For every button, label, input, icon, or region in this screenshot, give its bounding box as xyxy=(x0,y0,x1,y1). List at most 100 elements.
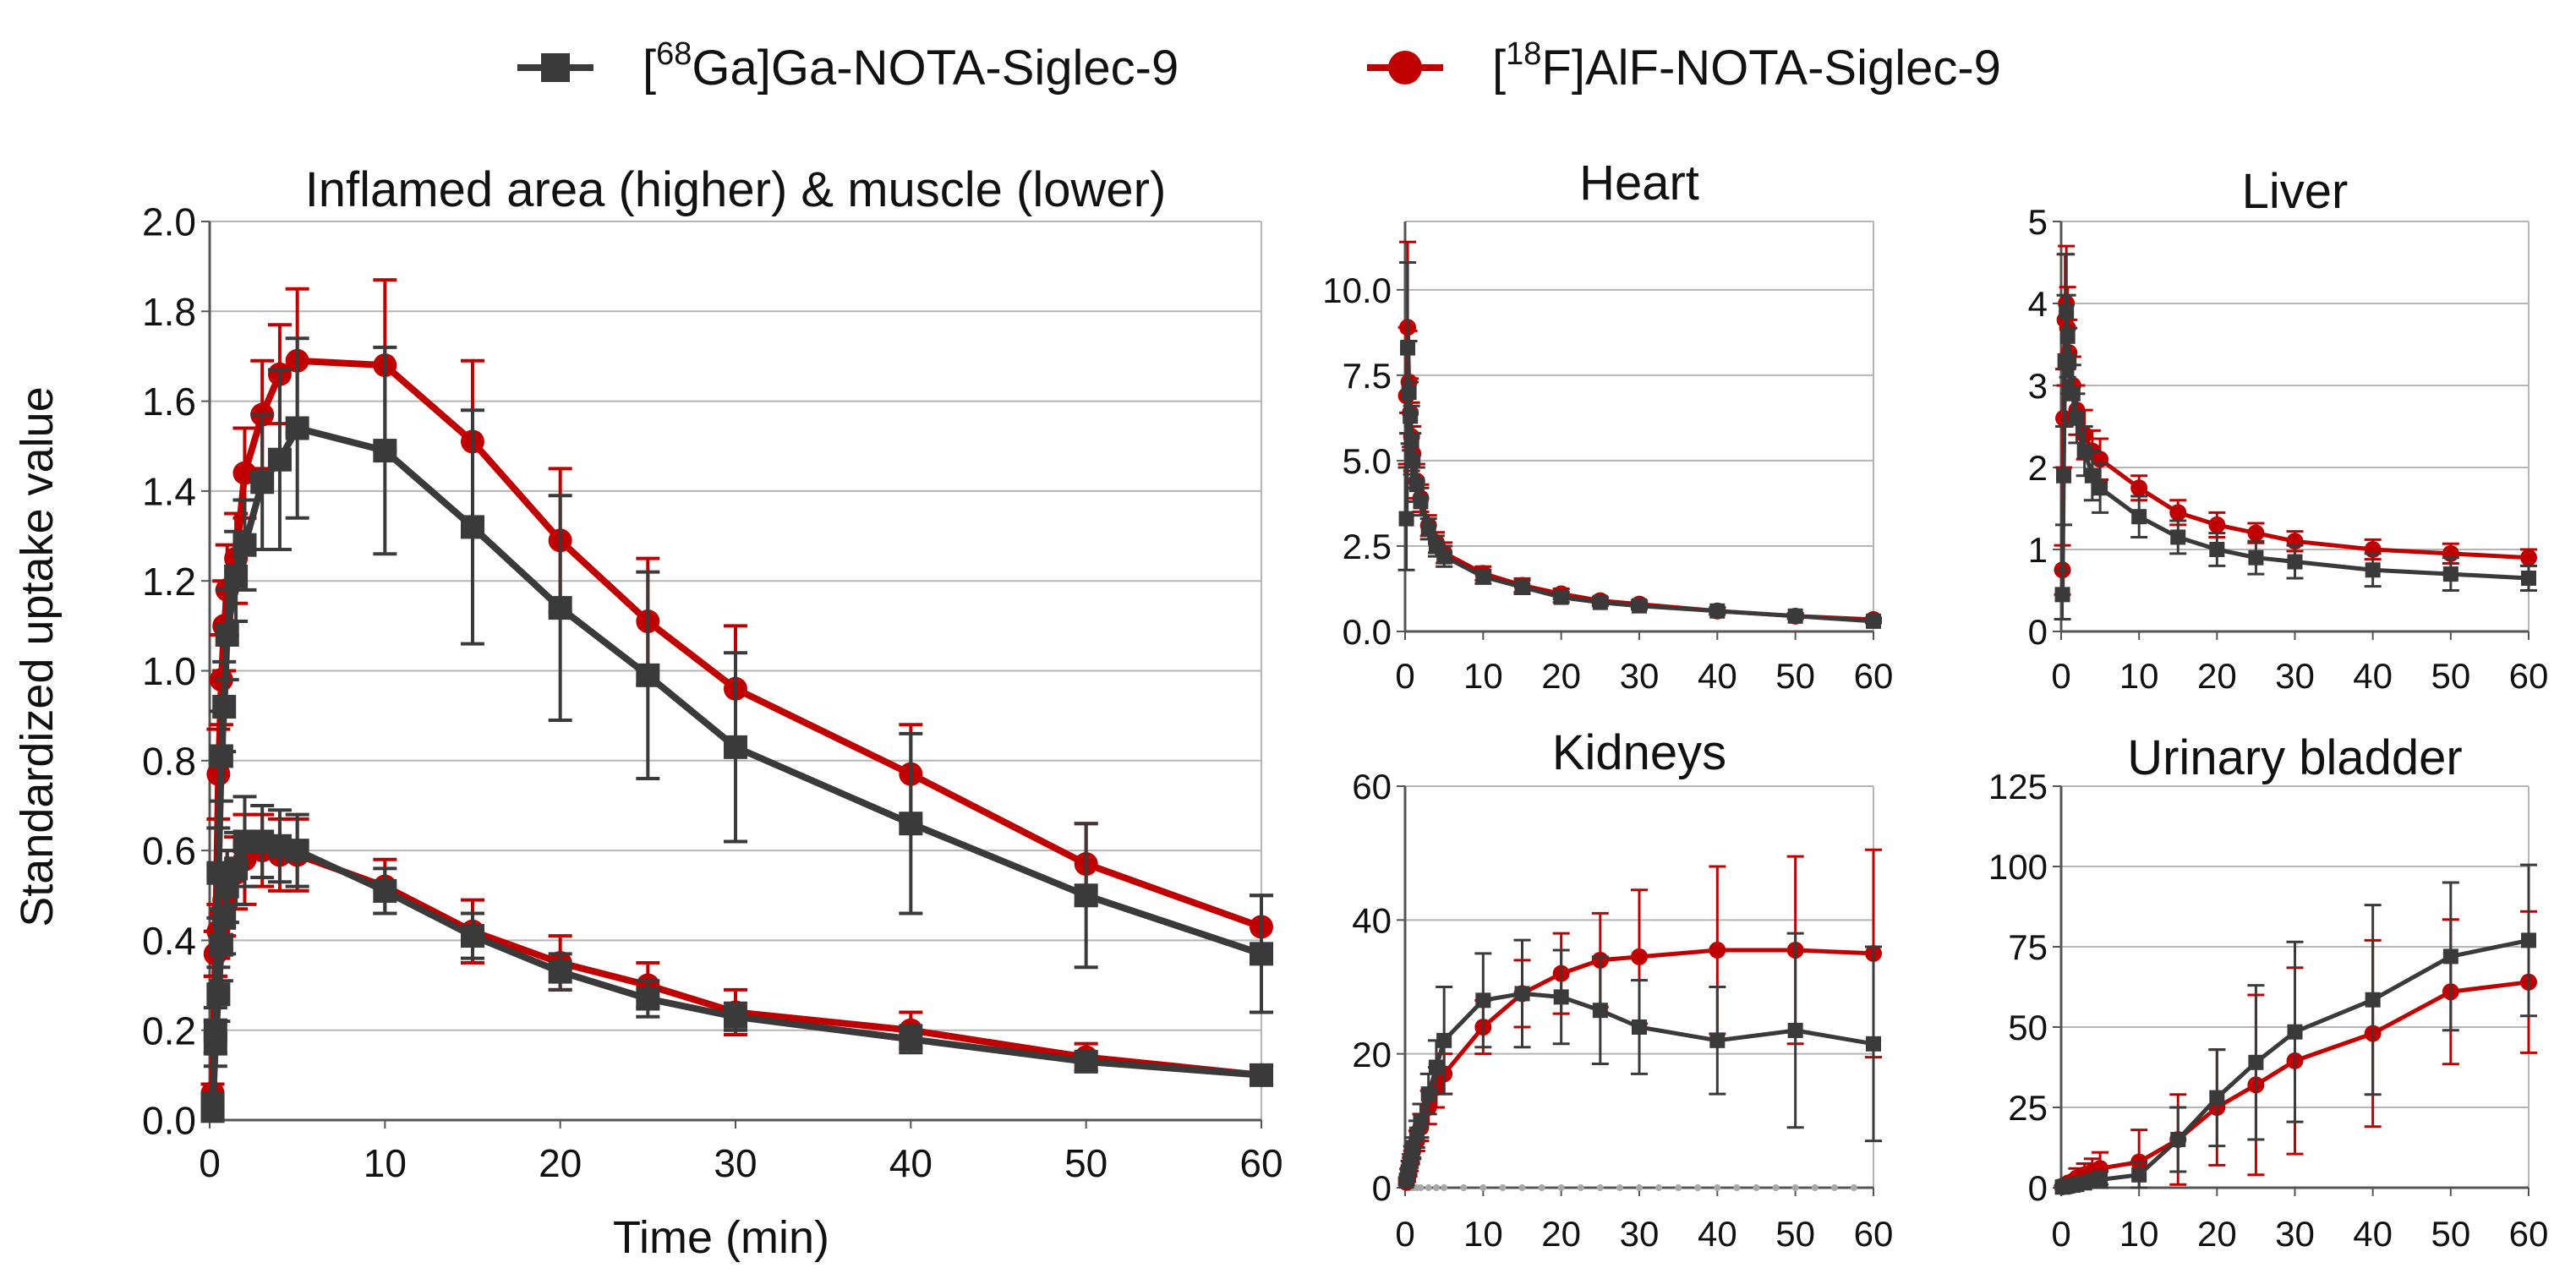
x-tick-label: 30 xyxy=(2275,1214,2315,1254)
x-tick-label: 0 xyxy=(2051,656,2070,696)
reference-dot xyxy=(1714,1184,1721,1191)
reference-dot xyxy=(1479,1184,1487,1191)
data-point-circle xyxy=(2169,504,2187,522)
data-point-square xyxy=(1553,589,1569,605)
reference-dot xyxy=(1772,1184,1780,1191)
data-point-square xyxy=(724,735,747,759)
reference-dot xyxy=(1811,1184,1819,1191)
legend-label-alf: [18F]AlF-NOTA-Siglec-9 xyxy=(1492,36,2001,96)
reference-dot xyxy=(1655,1184,1663,1191)
data-point-square xyxy=(1709,1032,1726,1048)
data-point-circle xyxy=(1631,948,1648,965)
data-point-square xyxy=(724,1004,747,1029)
x-tick-label: 20 xyxy=(539,1141,582,1185)
data-point-square xyxy=(285,416,309,440)
data-point-square xyxy=(2248,1054,2264,1070)
chart-title: Liver xyxy=(2242,164,2349,219)
legend-square-marker-icon xyxy=(541,53,570,82)
data-point-square xyxy=(461,924,484,948)
x-tick-label: 20 xyxy=(2197,1214,2237,1254)
data-point-square xyxy=(2061,353,2077,369)
data-point-square xyxy=(2076,443,2092,459)
data-point-square xyxy=(1709,603,1726,619)
chart-title: Urinary bladder xyxy=(2127,730,2463,785)
data-point-square xyxy=(2065,385,2081,402)
reference-dot xyxy=(1791,1184,1799,1191)
reference-dot xyxy=(1417,1184,1425,1191)
data-point-square xyxy=(1553,989,1569,1005)
data-point-square xyxy=(1400,340,1416,356)
x-tick-label: 0 xyxy=(199,1141,221,1185)
x-tick-label: 60 xyxy=(1854,1214,1894,1254)
series-line xyxy=(2060,301,2530,571)
reference-dot xyxy=(1616,1184,1623,1191)
data-point-square xyxy=(1413,1112,1429,1129)
data-point-circle xyxy=(2130,479,2148,497)
legend-label-ga: [68Ga]Ga-NOTA-Siglec-9 xyxy=(643,36,1179,96)
data-point-square xyxy=(232,533,257,557)
x-tick-label: 40 xyxy=(889,1141,933,1185)
data-point-circle xyxy=(2247,524,2265,542)
x-tick-label: 0 xyxy=(1395,1214,1414,1254)
series-zero_ref xyxy=(1403,1184,1857,1191)
data-point-square xyxy=(1250,1063,1273,1087)
data-point-square xyxy=(1420,521,1436,537)
data-point-square xyxy=(1436,549,1452,565)
x-tick-label: 40 xyxy=(2353,656,2393,696)
y-tick-label: 25 xyxy=(2008,1088,2048,1128)
y-tick-label: 0.8 xyxy=(142,739,196,783)
data-point-square xyxy=(2084,467,2100,484)
x-tick-label: 10 xyxy=(2119,1214,2159,1254)
y-tick-label: 0.0 xyxy=(142,1099,196,1143)
x-tick-label: 60 xyxy=(2509,656,2549,696)
chart-panel-heart: Heart 0.0 2.5 5.0 7.5 10.0 0 10 20 30 40 50 60 xyxy=(1322,156,1893,696)
data-point-square xyxy=(1074,883,1098,908)
data-point-circle xyxy=(2208,516,2226,533)
y-tick-label: 0.6 xyxy=(142,829,196,873)
chart-title: Heart xyxy=(1579,156,1699,210)
x-tick-label: 0 xyxy=(1395,656,1414,696)
data-point-square xyxy=(1514,986,1530,1002)
data-point-square xyxy=(1592,594,1608,610)
y-tick-label: 125 xyxy=(1988,767,2048,806)
y-tick-label: 1.8 xyxy=(142,290,196,334)
reference-dot xyxy=(1636,1184,1643,1191)
data-point-square xyxy=(548,959,572,984)
data-point-square xyxy=(1632,1019,1647,1035)
x-tick-label: 40 xyxy=(2353,1214,2393,1254)
y-tick-label: 1.2 xyxy=(142,560,196,604)
data-point-square xyxy=(1428,1059,1444,1075)
data-point-square xyxy=(548,596,572,620)
y-tick-label: 0.0 xyxy=(1343,612,1392,652)
series-alf xyxy=(2054,244,2537,596)
reference-dot xyxy=(1432,1184,1440,1191)
data-point-square xyxy=(1592,1003,1608,1019)
reference-dot xyxy=(1557,1184,1565,1191)
reference-dot xyxy=(1538,1184,1545,1191)
data-point-square xyxy=(899,1027,923,1052)
y-tick-label: 1.0 xyxy=(142,649,196,693)
y-tick-label: 0.2 xyxy=(142,1008,196,1052)
y-tick-label: 3 xyxy=(2028,366,2048,406)
x-tick-label: 40 xyxy=(1698,1214,1737,1254)
y-tick-label: 1.6 xyxy=(142,380,196,424)
x-tick-label: 60 xyxy=(1854,656,1894,696)
data-point-square xyxy=(2170,529,2186,545)
data-point-square xyxy=(250,470,275,495)
y-tick-label: 40 xyxy=(1352,900,1392,940)
data-point-square xyxy=(2056,467,2072,484)
data-point-square xyxy=(1514,579,1530,595)
data-point-square xyxy=(212,695,237,719)
x-tick-label: 0 xyxy=(2051,1214,2070,1254)
series-ga xyxy=(2054,253,2537,620)
x-tick-label: 20 xyxy=(1541,1214,1581,1254)
data-point-square xyxy=(1475,569,1491,585)
x-tick-label: 50 xyxy=(1775,656,1815,696)
x-tick-label: 30 xyxy=(1620,656,1660,696)
reference-dot xyxy=(1675,1184,1682,1191)
reference-dot xyxy=(1596,1184,1604,1191)
data-point-square xyxy=(1866,1036,1881,1052)
series-line xyxy=(209,838,1262,1112)
data-point-square xyxy=(1632,598,1647,614)
x-tick-label: 50 xyxy=(2431,1214,2470,1254)
